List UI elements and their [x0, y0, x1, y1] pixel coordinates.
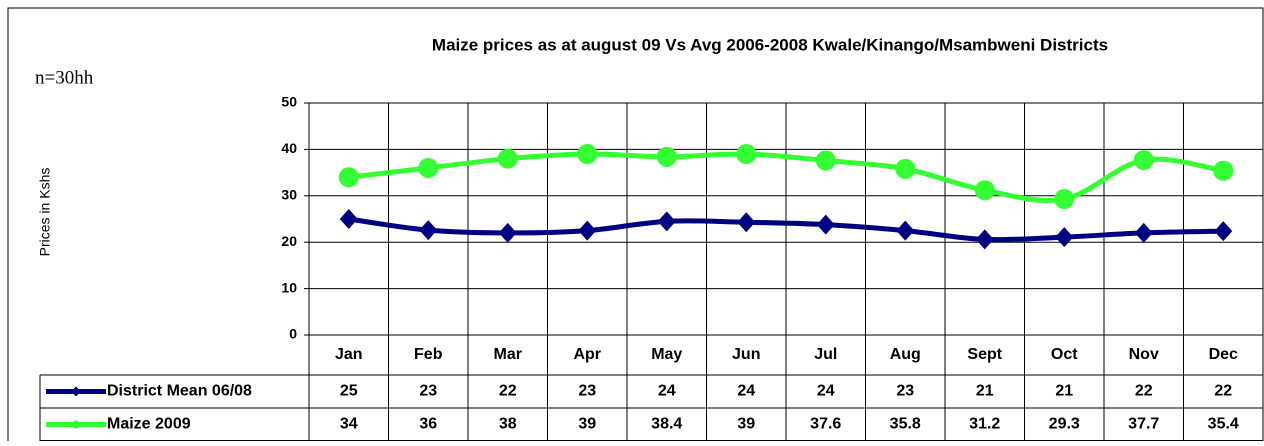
- data-label: 23: [419, 383, 437, 400]
- data-label: 35.8: [890, 416, 921, 433]
- marker: [498, 222, 517, 243]
- x-tick-label: Apr: [573, 346, 601, 363]
- x-tick-label: Sept: [967, 346, 1002, 363]
- data-label: 37.7: [1128, 416, 1159, 433]
- y-tick-label: 10: [281, 279, 297, 295]
- marker: [657, 211, 676, 232]
- marker: [656, 146, 677, 167]
- data-label: 25: [340, 383, 358, 400]
- x-tick-label: Dec: [1209, 346, 1238, 363]
- data-label: 23: [578, 383, 596, 400]
- data-label: 37.6: [810, 416, 841, 433]
- data-label: 24: [737, 383, 755, 400]
- x-tick-label: May: [651, 346, 682, 363]
- marker: [419, 220, 438, 241]
- marker: [497, 148, 518, 169]
- legend-label: District Mean 06/08: [107, 383, 252, 400]
- data-label: 24: [658, 383, 676, 400]
- data-label: 21: [976, 383, 994, 400]
- marker: [339, 209, 358, 229]
- data-label: 38: [499, 416, 517, 433]
- marker: [1213, 160, 1234, 181]
- x-tick-label: Feb: [414, 346, 443, 363]
- data-label: 23: [896, 383, 914, 400]
- sample-note: n=30hh: [35, 67, 94, 88]
- data-label: 35.4: [1208, 416, 1239, 433]
- data-label: 36: [419, 416, 437, 433]
- y-tick-label: 20: [281, 233, 297, 249]
- marker: [815, 150, 836, 171]
- legend-label: Maize 2009: [107, 416, 191, 433]
- marker: [736, 144, 757, 165]
- marker: [577, 144, 598, 165]
- x-tick-label: Jan: [335, 346, 363, 363]
- y-tick-label: 40: [281, 140, 297, 156]
- marker: [895, 158, 916, 179]
- legend-marker: [71, 386, 81, 397]
- marker: [1055, 227, 1074, 248]
- y-tick-label: 50: [281, 94, 297, 110]
- chart-title: Maize prices as at august 09 Vs Avg 2006…: [432, 35, 1108, 54]
- data-label: 31.2: [969, 416, 1000, 433]
- x-tick-label: Nov: [1129, 346, 1159, 363]
- marker: [338, 167, 359, 188]
- x-tick-label: Oct: [1051, 346, 1078, 363]
- data-label: 38.4: [651, 416, 682, 433]
- marker: [1133, 150, 1154, 171]
- marker: [975, 229, 994, 250]
- legend-marker: [72, 420, 80, 429]
- data-label: 21: [1055, 383, 1073, 400]
- marker: [1054, 189, 1075, 210]
- y-tick-label: 0: [289, 326, 297, 342]
- data-label: 39: [737, 416, 755, 433]
- data-label: 39: [578, 416, 596, 433]
- marker: [974, 180, 995, 201]
- data-label: 22: [1214, 383, 1232, 400]
- data-label: 24: [817, 383, 835, 400]
- data-label: 22: [1135, 383, 1153, 400]
- x-tick-label: Mar: [494, 346, 522, 363]
- data-label: 34: [340, 416, 358, 433]
- x-tick-label: Jul: [814, 346, 837, 363]
- y-axis-label: Prices in Kshs: [37, 168, 53, 257]
- marker: [418, 157, 439, 178]
- data-label: 22: [499, 383, 517, 400]
- x-tick-label: Aug: [890, 346, 921, 363]
- marker: [816, 214, 835, 235]
- marker: [737, 212, 756, 233]
- y-tick-label: 30: [281, 187, 297, 203]
- marker: [1214, 221, 1233, 242]
- marker: [1134, 222, 1153, 243]
- marker: [896, 220, 915, 241]
- marker: [578, 220, 597, 241]
- data-label: 29.3: [1049, 416, 1080, 433]
- x-tick-label: Jun: [732, 346, 760, 363]
